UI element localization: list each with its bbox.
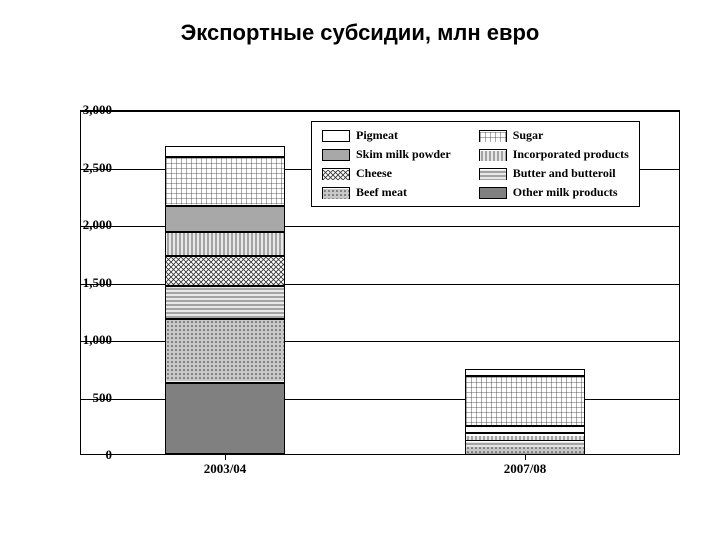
legend-item-skim_milk: Skim milk powder	[322, 147, 451, 162]
x-axis-label: 2007/08	[504, 461, 547, 477]
legend-label: Incorporated products	[513, 147, 629, 162]
y-axis-label: 500	[93, 390, 113, 406]
legend-label: Skim milk powder	[356, 147, 451, 162]
bar-segment-incorporated	[165, 232, 285, 256]
legend-swatch	[479, 130, 507, 142]
legend-item-pigmeat: Pigmeat	[322, 128, 451, 143]
bar-segment-cheese	[165, 256, 285, 286]
legend-label: Pigmeat	[356, 128, 398, 143]
bar-segment-sugar	[165, 157, 285, 205]
bar-segment-incorporated	[465, 426, 585, 433]
legend-swatch	[322, 149, 350, 161]
gridline	[81, 111, 679, 112]
legend-item-sugar: Sugar	[479, 128, 629, 143]
legend-swatch	[479, 187, 507, 199]
bar-segment-skim_milk	[165, 206, 285, 232]
y-axis-label: 0	[106, 447, 113, 463]
chart-plot-area: 2003/042007/08PigmeatSkim milk powderChe…	[80, 110, 680, 455]
legend-swatch	[322, 130, 350, 142]
y-axis-label: 1,500	[83, 275, 112, 291]
legend-item-incorporated: Incorporated products	[479, 147, 629, 162]
bar-segment-sugar	[465, 376, 585, 427]
x-tick	[225, 454, 226, 460]
legend-item-other_milk: Other milk products	[479, 185, 629, 200]
legend-swatch	[479, 168, 507, 180]
y-axis-label: 3,000	[83, 102, 112, 118]
y-axis-label: 1,000	[83, 332, 112, 348]
bar-group	[465, 369, 585, 454]
legend-swatch	[322, 168, 350, 180]
bar-segment-butter	[165, 286, 285, 319]
legend-item-butter: Butter and butteroil	[479, 166, 629, 181]
legend-swatch	[322, 187, 350, 199]
x-axis-label: 2003/04	[204, 461, 247, 477]
bar-group	[165, 146, 285, 454]
bar-segment-pigmeat	[165, 146, 285, 158]
legend-label: Butter and butteroil	[513, 166, 616, 181]
legend-label: Other milk products	[513, 185, 618, 200]
chart-title: Экспортные субсидии, млн евро	[0, 20, 720, 46]
legend-item-cheese: Cheese	[322, 166, 451, 181]
legend: Pigmeat Skim milk powder Cheese Beef meat Su…	[311, 121, 640, 207]
y-axis-label: 2,000	[83, 217, 112, 233]
y-axis-label: 2,500	[83, 160, 112, 176]
legend-label: Cheese	[356, 166, 392, 181]
bar-segment-pigmeat	[465, 369, 585, 376]
legend-item-beef: Beef meat	[322, 185, 451, 200]
legend-swatch	[479, 149, 507, 161]
legend-label: Beef meat	[356, 185, 407, 200]
x-tick	[525, 454, 526, 460]
bar-segment-beef	[165, 319, 285, 382]
legend-label: Sugar	[513, 128, 544, 143]
bar-segment-other_milk	[165, 383, 285, 454]
